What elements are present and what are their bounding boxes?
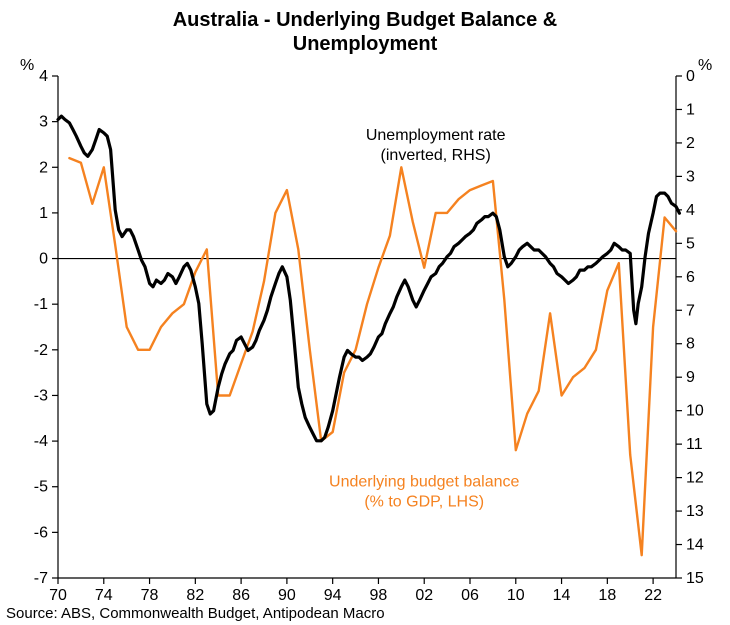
xtick-label: 74 bbox=[95, 587, 113, 604]
ytick-right-label: 5 bbox=[686, 235, 695, 252]
xtick-label: 94 bbox=[324, 587, 342, 604]
unemployment-label-2: (inverted, RHS) bbox=[381, 147, 491, 164]
ytick-left-label: 1 bbox=[39, 205, 48, 222]
ytick-right-label: 14 bbox=[686, 537, 704, 554]
ytick-right-label: 8 bbox=[686, 336, 695, 353]
left-axis-unit: % bbox=[20, 57, 34, 74]
ytick-right-label: 6 bbox=[686, 269, 695, 286]
right-axis-unit: % bbox=[698, 57, 712, 74]
ytick-left-label: -2 bbox=[34, 342, 48, 359]
ytick-right-label: 0 bbox=[686, 68, 695, 85]
xtick-label: 10 bbox=[507, 587, 525, 604]
ytick-left-label: -6 bbox=[34, 524, 48, 541]
xtick-label: 90 bbox=[278, 587, 296, 604]
ytick-left-label: 3 bbox=[39, 114, 48, 131]
source-text: Source: ABS, Commonwealth Budget, Antipo… bbox=[6, 605, 385, 622]
chart-svg: Australia - Underlying Budget Balance &U… bbox=[0, 0, 730, 625]
xtick-label: 18 bbox=[598, 587, 616, 604]
ytick-left-label: -3 bbox=[34, 387, 48, 404]
ytick-left-label: -7 bbox=[34, 570, 48, 587]
unemployment-line bbox=[58, 116, 679, 441]
chart-title-line2: Unemployment bbox=[293, 33, 438, 55]
ytick-right-label: 10 bbox=[686, 403, 704, 420]
xtick-label: 06 bbox=[461, 587, 479, 604]
ytick-right-label: 7 bbox=[686, 302, 695, 319]
chart-title-line1: Australia - Underlying Budget Balance & bbox=[173, 9, 558, 31]
budget-label-2: (% to GDP, LHS) bbox=[364, 494, 484, 511]
xtick-label: 14 bbox=[553, 587, 571, 604]
ytick-right-label: 13 bbox=[686, 503, 704, 520]
xtick-label: 02 bbox=[415, 587, 433, 604]
unemployment-label: Unemployment rate bbox=[366, 127, 506, 144]
ytick-right-label: 9 bbox=[686, 369, 695, 386]
ytick-left-label: -5 bbox=[34, 479, 48, 496]
ytick-left-label: -1 bbox=[34, 296, 48, 313]
xtick-label: 86 bbox=[232, 587, 250, 604]
ytick-right-label: 4 bbox=[686, 202, 695, 219]
ytick-right-label: 12 bbox=[686, 470, 704, 487]
xtick-label: 22 bbox=[644, 587, 662, 604]
ytick-right-label: 2 bbox=[686, 135, 695, 152]
ytick-left-label: 2 bbox=[39, 159, 48, 176]
xtick-label: 98 bbox=[370, 587, 388, 604]
ytick-left-label: 4 bbox=[39, 68, 48, 85]
ytick-right-label: 15 bbox=[686, 570, 704, 587]
ytick-right-label: 3 bbox=[686, 168, 695, 185]
xtick-label: 78 bbox=[141, 587, 159, 604]
chart-container: Australia - Underlying Budget Balance &U… bbox=[0, 0, 730, 625]
xtick-label: 70 bbox=[49, 587, 67, 604]
ytick-right-label: 11 bbox=[686, 436, 703, 453]
xtick-label: 82 bbox=[186, 587, 204, 604]
budget-label: Underlying budget balance bbox=[329, 474, 519, 491]
ytick-left-label: -4 bbox=[34, 433, 48, 450]
ytick-left-label: 0 bbox=[39, 251, 48, 268]
ytick-right-label: 1 bbox=[686, 101, 695, 118]
